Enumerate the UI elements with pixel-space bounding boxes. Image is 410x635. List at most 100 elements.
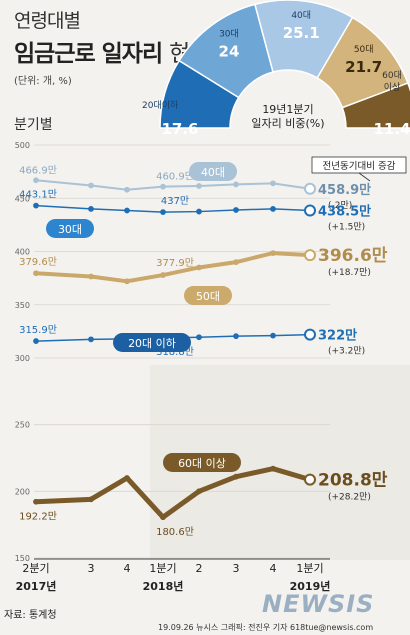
donut-segment-value: 21.7: [345, 58, 382, 76]
data-point: [196, 183, 202, 189]
data-label: 377.9만: [156, 257, 194, 269]
data-point: [160, 209, 166, 215]
data-label: 466.9만: [19, 164, 57, 176]
source-label: 자료: 통계청: [4, 610, 57, 621]
y-tick-label: 500: [15, 141, 30, 150]
title-bold: 임금근로 일자리: [14, 41, 163, 67]
series-tag-label: 20대 이하: [128, 336, 176, 350]
data-point: [33, 202, 39, 209]
data-point: [270, 332, 276, 339]
series-tag: [163, 453, 241, 472]
series-line: [35, 204, 311, 213]
data-label-last: 396.6만: [318, 246, 388, 266]
data-point: [233, 473, 239, 480]
change-label: (+18.7만): [328, 267, 371, 278]
data-point: [196, 208, 202, 215]
series-tag-label: 60대 이상: [178, 457, 226, 470]
series-line: [35, 251, 311, 284]
series-tag: [189, 162, 237, 181]
data-point: [33, 498, 39, 505]
data-point: [124, 475, 130, 481]
series-tag: [46, 219, 94, 238]
donut-segment-label: 20대이하: [142, 100, 179, 111]
data-point: [270, 180, 276, 187]
data-label: 192.2만: [19, 511, 57, 523]
page-title: 임금근로 일자리 현황: [14, 34, 210, 68]
data-point: [160, 183, 166, 190]
change-label: (+1.5만): [328, 221, 365, 232]
data-point: [124, 186, 130, 193]
donut-segment-label: 이상: [384, 82, 401, 93]
credit-label: 19.09.26 뉴시스 그래픽: 전진우 기자 618tue@newsis.c…: [158, 623, 374, 632]
change-legend-pointer: [358, 172, 371, 182]
data-point: [88, 496, 94, 503]
series-tag: [113, 333, 191, 352]
data-point: [196, 264, 202, 271]
y-tick-label: 150: [15, 554, 30, 563]
series-line: [35, 466, 311, 520]
data-label-last: 208.8만: [318, 471, 388, 491]
data-point: [160, 272, 166, 278]
y-tick-label: 200: [15, 487, 30, 496]
change-label: (-2만): [328, 200, 352, 211]
data-point: [196, 488, 202, 495]
data-point: [270, 206, 276, 212]
data-point: [196, 334, 202, 341]
x-tick-label: 1분기: [296, 562, 323, 575]
data-point: [160, 514, 166, 521]
x-tick-label: 3: [88, 562, 95, 575]
y-tick-label: 450: [15, 194, 30, 203]
x-tick-label: 3: [233, 562, 240, 575]
data-label: 460.9만: [156, 171, 194, 183]
x-tick-label: 2: [196, 562, 203, 575]
series-tag-label: 30대: [58, 223, 82, 236]
donut-segment-label: 60대: [382, 70, 402, 81]
x-tick-label: 2분기: [22, 562, 49, 575]
donut-segment-value: 11.4: [373, 120, 410, 138]
y-tick-label: 300: [15, 354, 30, 363]
data-label-last: 322만: [318, 328, 357, 344]
donut-segment-label: 50대: [354, 44, 374, 55]
data-point: [88, 336, 94, 343]
donut-segment-label: 30대: [219, 29, 239, 40]
x-tick-label: 4: [270, 562, 277, 575]
series-tag-label: 50대: [196, 290, 220, 303]
data-point: [270, 465, 276, 472]
data-point: [88, 182, 94, 189]
data-label-last: 458.9만: [318, 182, 371, 198]
data-point: [304, 473, 316, 486]
donut-center-label: 19년1분기: [262, 103, 313, 116]
data-label: 379.6만: [19, 256, 57, 268]
y-tick-label: 250: [15, 421, 30, 430]
donut-segment: [341, 82, 410, 129]
data-point: [304, 182, 316, 195]
data-point: [304, 204, 316, 217]
data-label-last: 438.5만: [318, 203, 371, 219]
data-point: [88, 273, 94, 280]
x-tick-label: 4: [124, 562, 131, 575]
data-point: [270, 250, 276, 256]
change-label: (+28.2만): [328, 492, 371, 503]
section-label: 분기별: [14, 117, 53, 133]
data-point: [33, 338, 39, 344]
data-point: [304, 328, 316, 341]
data-point: [124, 278, 130, 285]
donut-segment-label: 40대: [291, 10, 311, 21]
data-label: 315.9만: [19, 324, 57, 336]
data-point: [124, 207, 130, 214]
title-line1: 연령대별: [14, 10, 81, 32]
change-label: (+3.2만): [328, 346, 365, 357]
donut-segment-value: 17.6: [161, 120, 198, 138]
unit-label: (단위: 개, %): [14, 76, 72, 87]
y-tick-label: 350: [15, 301, 30, 310]
data-point: [233, 207, 239, 213]
data-point: [88, 206, 94, 212]
year-label: 2017년: [16, 579, 57, 593]
y-tick-label: 400: [15, 248, 30, 257]
change-legend-label: 전년동기대비 증감: [323, 160, 396, 172]
newsis-logo: NEWSIS: [262, 590, 375, 618]
year-label: 2018년: [143, 579, 184, 593]
series-tag-label: 40대: [201, 166, 225, 179]
